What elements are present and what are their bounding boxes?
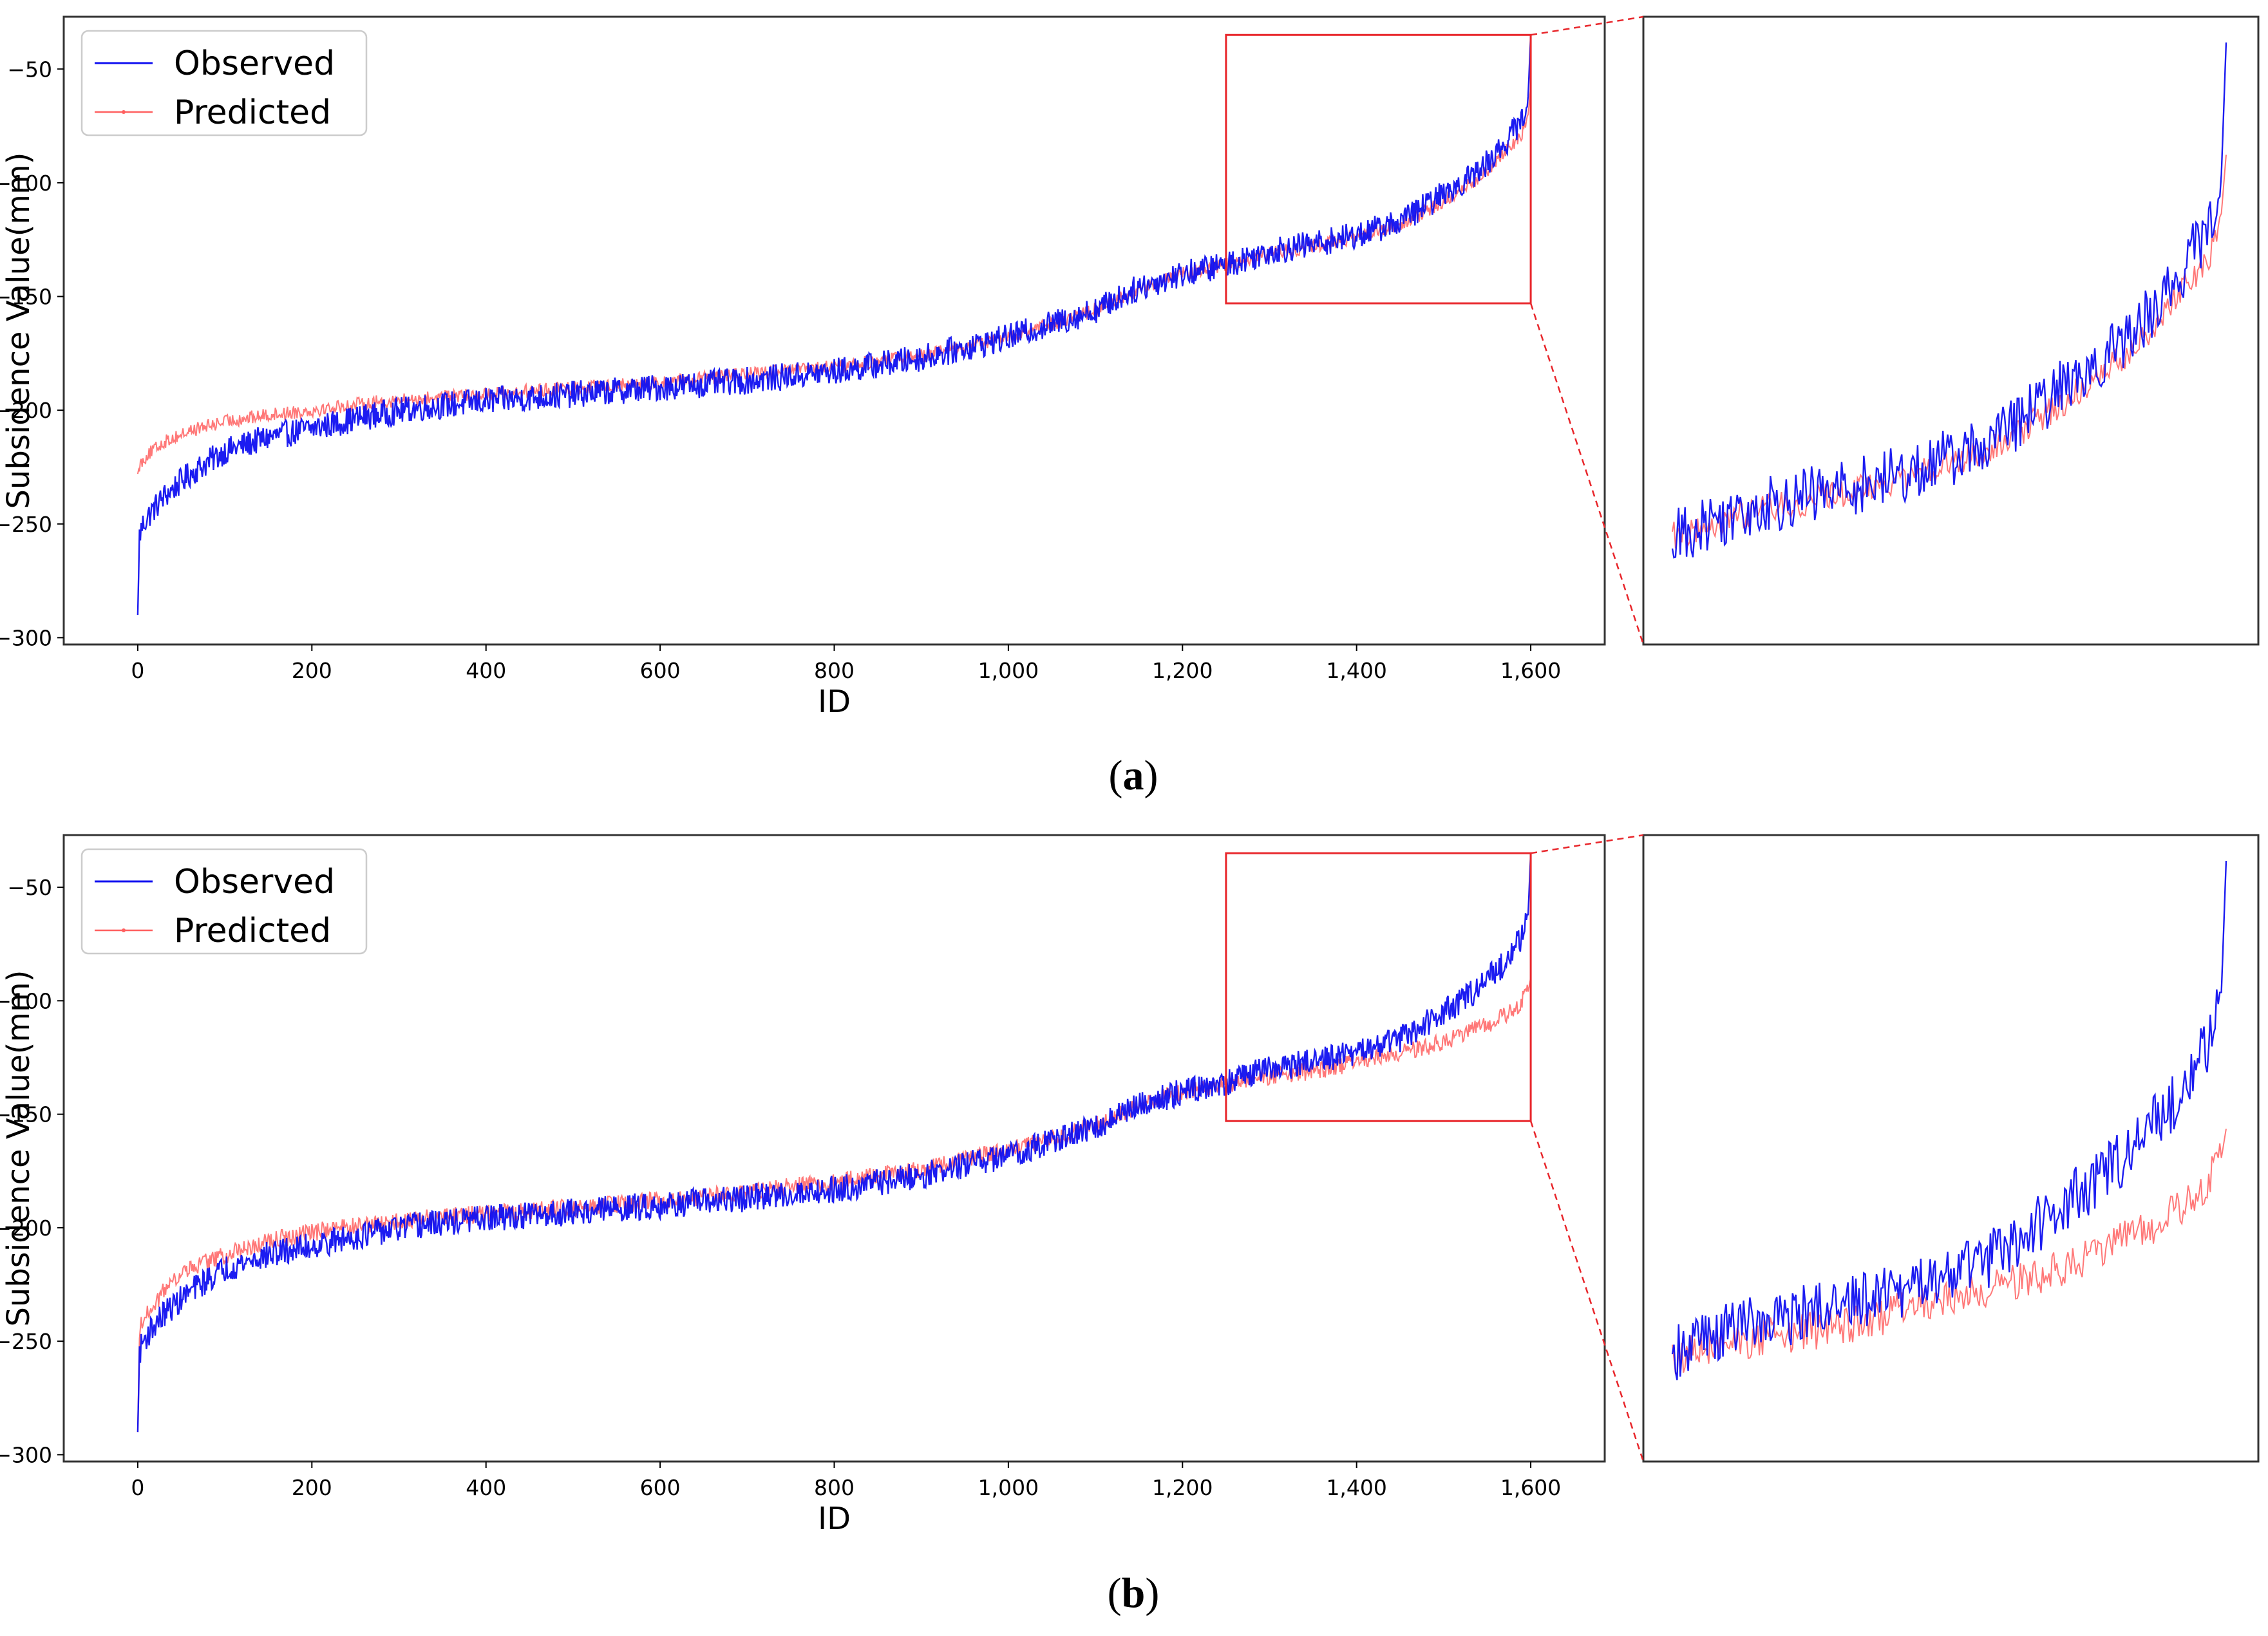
x-tick-label: 0	[131, 1475, 144, 1500]
y-axis-label: Subsidence Value(mm)	[1, 970, 37, 1326]
y-axis-label: Subsidence Value(mm)	[1, 152, 37, 509]
y-tick-label: −100	[0, 988, 52, 1013]
x-tick-label: 1,000	[978, 1475, 1039, 1500]
y-tick-label: −150	[0, 285, 52, 310]
panel-caption: (b)	[1108, 1570, 1160, 1617]
panel-b: −300 −250 −200 −150 −100 −50 0 200 400 600 800 1,00…	[0, 834, 2260, 1617]
x-tick-label: 600	[640, 658, 681, 683]
legend-box	[80, 848, 368, 955]
legend-label-predicted: Predicted	[174, 912, 331, 950]
x-tick-label: 0	[131, 658, 144, 683]
x-tick-label: 200	[292, 1475, 332, 1500]
zoom-region-box	[1225, 852, 1532, 1122]
y-tick-label: −200	[0, 398, 52, 423]
x-tick-label: 1,000	[978, 658, 1039, 683]
legend: Observed Predicted	[80, 848, 368, 955]
x-tick-label: 800	[814, 658, 855, 683]
y-tick-label: −300	[0, 1442, 52, 1467]
zoom-plot-frame	[1642, 834, 2260, 1463]
x-tick-label: 1,400	[1326, 658, 1386, 683]
zoom-connector-bottom	[1529, 1120, 1645, 1462]
x-tick-label: 1,600	[1500, 658, 1561, 683]
legend-label-predicted: Predicted	[174, 93, 331, 132]
x-tick-label: 200	[292, 658, 332, 683]
y-tick-label: −300	[0, 625, 52, 650]
series-line-observed	[137, 853, 1532, 1433]
zoom-series-line-observed	[1671, 860, 2227, 1380]
zoom-series-line-observed	[1671, 42, 2227, 559]
legend-marker	[122, 110, 126, 114]
zoom-connector-top	[1530, 15, 1644, 36]
x-tick-label: 1,400	[1326, 1475, 1386, 1500]
x-tick-label: 400	[466, 658, 506, 683]
panel-caption: (a)	[1109, 752, 1158, 799]
x-tick-label: 1,600	[1500, 1475, 1561, 1500]
legend-label-observed: Observed	[174, 44, 335, 83]
x-axis-label: ID	[818, 684, 851, 720]
x-tick-label: 1,200	[1152, 658, 1213, 683]
legend: Observed Predicted	[80, 30, 368, 136]
zoom-connector-top	[1530, 834, 1644, 854]
legend-box	[80, 30, 368, 136]
x-tick-label: 1,200	[1152, 1475, 1213, 1500]
panel-a: −300 −250 −200 −150 −100 −50 0 200 400 600 800 1,00…	[0, 15, 2260, 799]
zoom-series-line-predicted	[1672, 155, 2227, 549]
y-tick-label: −50	[7, 875, 52, 900]
zoom-plot-frame	[1642, 15, 2260, 646]
zoom-region-box	[1225, 33, 1532, 305]
y-tick-label: −250	[0, 512, 52, 537]
x-tick-label: 800	[814, 1475, 855, 1500]
legend-label-observed: Observed	[174, 863, 335, 901]
y-tick-label: −100	[0, 171, 52, 196]
series-line-observed	[137, 35, 1532, 616]
zoom-connector-bottom	[1529, 303, 1645, 645]
y-tick-label: −200	[0, 1216, 52, 1241]
x-tick-label: 400	[466, 1475, 506, 1500]
y-tick-label: −50	[7, 57, 52, 82]
series-line-predicted	[137, 977, 1532, 1433]
y-tick-label: −250	[0, 1329, 52, 1354]
y-tick-label: −150	[0, 1102, 52, 1127]
legend-marker	[122, 928, 126, 932]
x-axis-label: ID	[818, 1501, 851, 1537]
x-tick-label: 600	[640, 1475, 681, 1500]
